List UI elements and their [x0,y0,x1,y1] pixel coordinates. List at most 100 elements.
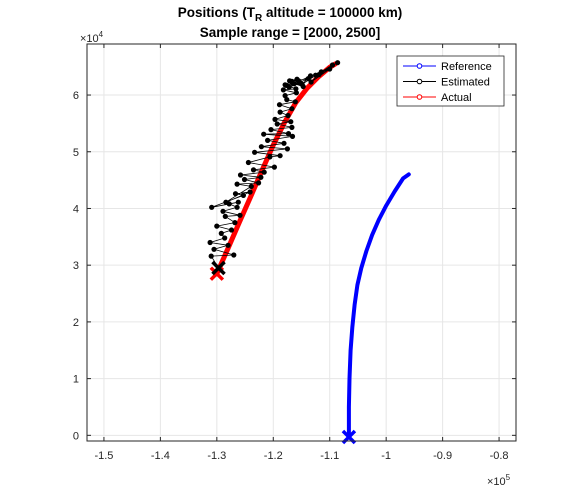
estimated-point [214,223,220,229]
estimated-point [241,176,248,183]
estimated-point [284,146,290,152]
legend-label-reference: Reference [441,61,492,73]
estimated-point [288,119,294,125]
estimated-point [248,183,254,189]
estimated-point [225,242,231,248]
estimated-start-marker [211,260,226,276]
estimated-point [240,192,246,198]
estimated-point [299,81,305,87]
estimated-point [291,81,297,87]
legend-label-actual: Actual [441,92,472,104]
estimated-point [252,149,258,155]
estimated-point [250,167,257,173]
estimated-point [293,86,299,92]
estimated-point [235,199,241,205]
estimated-point [258,174,264,180]
x-tick-label: -0.9 [433,450,452,462]
estimated-point [265,137,271,143]
x-exponent-label: ×105 [487,473,511,488]
estimated-point [208,253,214,259]
estimated-point [271,164,277,170]
estimated-point [261,131,267,137]
estimated-point [282,93,288,99]
estimated-point [207,239,213,246]
y-tick-label: 2 [73,317,79,329]
plot-border [86,43,517,442]
estimated-point [277,109,283,115]
estimated-point [267,154,273,160]
estimated-point [294,76,300,82]
estimated-point [280,87,286,93]
estimated-point [222,213,228,219]
estimated-point [307,73,314,79]
estimated-point [258,144,264,150]
estimated-point [234,181,240,187]
estimated-point [285,131,292,137]
series-layer [207,60,411,445]
estimated-point [222,235,228,241]
x-tick-label: -1.5 [94,450,113,462]
chart-title: Positions (TR altitude = 100000 km) [178,5,402,24]
x-tick-label: -1 [381,450,391,462]
x-tick-label: -0.8 [490,450,509,462]
estimated-point [223,199,229,205]
estimated-point [228,227,235,233]
estimated-point [237,172,244,178]
estimated-point [234,204,240,210]
estimated-point [272,116,278,122]
legend-label-estimated: Estimated [441,77,490,89]
y-exponent-label: ×104 [80,30,104,45]
estimated-point [220,208,226,214]
estimated-point [268,127,274,133]
legend-items: Reference Estimated Actual [403,61,492,104]
estimated-point [274,121,280,127]
estimated-point [327,66,333,72]
estimated-point [308,79,314,85]
estimated-point [261,169,267,175]
estimated-point [289,124,295,130]
x-tick-label: -1.2 [264,450,283,462]
estimated-point [209,204,215,210]
estimated-point [247,189,253,195]
plot-area [87,44,516,441]
estimated-point [237,212,243,218]
estimated-point [218,230,224,236]
y-tick-label: 1 [73,374,79,386]
y-tick-label: 4 [73,203,79,215]
legend[interactable]: Reference Estimated Actual [396,55,505,107]
estimated-point [289,133,296,139]
y-tick-label: 3 [73,260,79,272]
estimated-point [286,84,292,90]
estimated-point [245,159,251,166]
legend-marker-estimated [416,78,423,85]
estimated-point [329,62,336,68]
estimated-point [276,102,283,108]
legend-marker-reference [416,63,423,69]
estimated-point [232,220,238,226]
estimated-point [277,153,283,159]
estimated-point [231,252,237,258]
y-tick-label: 0 [73,430,79,442]
estimated-point [281,140,287,146]
estimated-point [256,180,262,186]
estimated-point [232,191,239,197]
estimated-point [293,90,299,96]
estimated-point [289,106,295,112]
estimated-point [211,246,217,252]
legend-marker-actual [416,94,423,100]
estimated-point [285,112,291,119]
ticks: -1.5 -1.4 -1.3 -1.2 -1.1 -1 -0.9 -0.8 0 1 2 3 4 5 6 [73,44,516,462]
x-tick-label: -1.3 [207,450,226,462]
estimated-point [284,97,290,103]
x-tick-label: -1.1 [320,450,339,462]
estimated-point [292,99,298,105]
y-tick-label: 6 [73,90,79,102]
y-tick-label: 5 [73,147,79,159]
x-tick-label: -1.4 [151,450,170,462]
estimated-point [282,82,288,88]
estimated-point [335,60,341,66]
reference-line [346,172,411,439]
chart-subtitle: Sample range = [2000, 2500] [200,25,380,40]
estimated-point [316,72,322,78]
